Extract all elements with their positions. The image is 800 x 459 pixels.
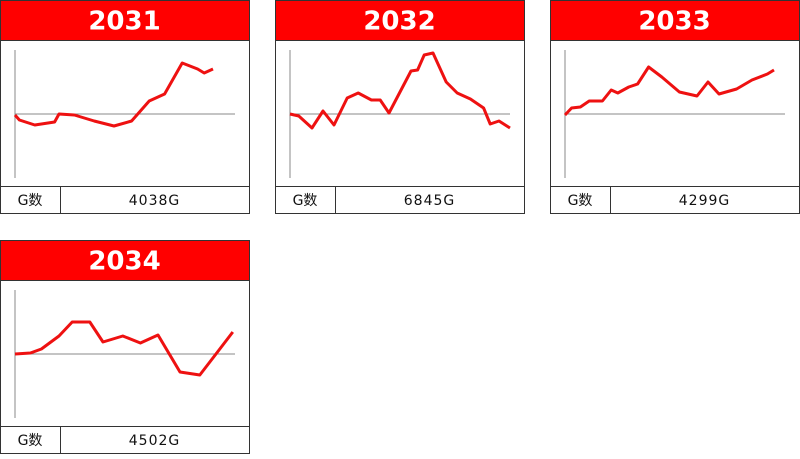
panel-title: 2032	[363, 7, 435, 37]
footer-value: 4038G	[129, 193, 180, 209]
chart-panel: 2034 G数 4502G	[0, 240, 250, 454]
data-line	[14, 320, 234, 377]
footer-label-cell	[275, 186, 336, 214]
chart-panel: 2031 G数 4038G	[0, 0, 250, 214]
footer-label: G数	[18, 193, 43, 209]
chart-panel: 2033 G数 4299G	[550, 0, 800, 214]
footer-label-cell	[0, 186, 61, 214]
footer-label-cell	[0, 426, 61, 454]
footer-value: 4502G	[129, 433, 180, 449]
panel-header	[0, 240, 250, 281]
panel-title: 2031	[88, 7, 160, 37]
panel-header	[0, 0, 250, 41]
panel-title: 2033	[638, 7, 710, 37]
panel-header	[275, 0, 525, 41]
footer-value: 6845G	[404, 193, 455, 209]
footer-label-cell	[550, 186, 611, 214]
footer-value-cell	[335, 186, 525, 214]
footer-label: G数	[568, 193, 593, 209]
footer-label: G数	[18, 433, 43, 449]
panel-title: 2034	[88, 247, 160, 277]
data-line	[289, 51, 511, 130]
data-line	[563, 65, 775, 117]
chart-panel: 2032 G数 6845G	[275, 0, 525, 214]
footer-value-cell	[60, 426, 250, 454]
footer-value-cell	[60, 186, 250, 214]
footer-value: 4299G	[679, 193, 730, 209]
data-line	[13, 61, 214, 128]
panel-header	[550, 0, 800, 41]
footer-label: G数	[293, 193, 318, 209]
